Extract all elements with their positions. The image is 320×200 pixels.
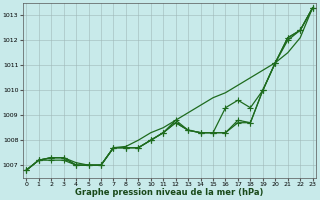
- X-axis label: Graphe pression niveau de la mer (hPa): Graphe pression niveau de la mer (hPa): [75, 188, 264, 197]
